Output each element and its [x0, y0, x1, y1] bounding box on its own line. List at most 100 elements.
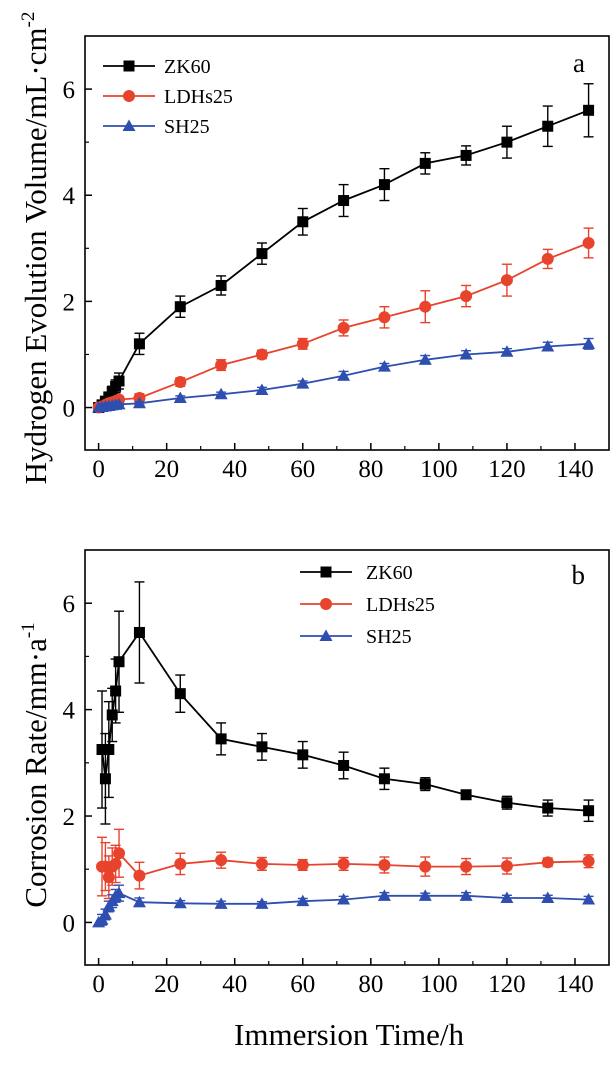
- panel-b-x-tick-label: 140: [556, 971, 594, 998]
- panel-a-LDHs25-point: [582, 237, 595, 249]
- panel-b-SH25-point: [377, 889, 391, 901]
- panel-a-SH25-point: [214, 387, 228, 400]
- panel-a-SH25-point: [255, 383, 269, 396]
- panel-a-SH25-point: [500, 345, 514, 357]
- panel-a-y-axis-label-superscript: -2: [18, 12, 39, 28]
- panel-a-SH25-point: [112, 397, 126, 410]
- panel-b-ZK60-point: [542, 802, 554, 814]
- panel-a-y-tick-label: 2: [63, 289, 76, 316]
- panel-b-ZK60-point: [583, 805, 595, 817]
- panel-b-legend-entry-LDHs25: LDHs25: [300, 594, 435, 616]
- panel-a-ZK60-point: [460, 149, 472, 161]
- panel-b-x-tick-label: 40: [222, 971, 247, 998]
- panel-b-ZK60-point: [297, 749, 309, 761]
- panel-a-y-tick-label: 0: [63, 396, 76, 423]
- panel-b-LDHs25-point: [102, 871, 115, 884]
- panel-b-LDHs25-point: [113, 847, 126, 860]
- panel-b-ZK60-point: [378, 773, 390, 785]
- panel-a-legend-marker-SH25: [122, 119, 136, 131]
- panel-b-ZK60-point: [96, 744, 108, 756]
- panel-b-x-tick-label: 60: [290, 971, 315, 998]
- panel-a-ZK60-point: [419, 157, 431, 169]
- panel-a-LDHs25-point: [419, 300, 432, 313]
- panel-a-legend-marker-LDHs25: [123, 90, 135, 102]
- panel-a-x-tick-label: 100: [420, 456, 458, 483]
- panel-b-LDHs25-point: [109, 857, 122, 870]
- panel-a-LDHs25-point: [460, 290, 473, 303]
- panel-a-y-axis-label: Hydrogen Evolution Volume/mL·cm-2: [18, 12, 53, 485]
- panel-b-LDHs25-point: [174, 857, 187, 870]
- panel-b-series-ZK60: [96, 581, 595, 825]
- panel-b-SH25-point: [541, 891, 555, 903]
- panel-a-legend-entry-ZK60: ZK60: [103, 56, 211, 78]
- panel-b-legend-marker-LDHs25: [320, 598, 332, 610]
- panel-b-SH25-point: [418, 889, 432, 901]
- panel-a-LDHs25-point: [174, 376, 187, 389]
- panel-b-SH25-point: [98, 907, 112, 920]
- panel-b-LDHs25-point: [215, 854, 228, 867]
- panel-b-ZK60-point: [419, 778, 431, 790]
- panel-b-y-tick-label: 4: [63, 698, 76, 725]
- panel-b-LDHs25-point: [419, 860, 432, 873]
- panel-a-x-tick-label: 40: [222, 456, 247, 483]
- panel-b-ZK60-point: [174, 688, 186, 700]
- panel-a-legend-label-SH25: SH25: [164, 116, 210, 138]
- panel-b-ZK60-line: [101, 630, 589, 812]
- panel-b-SH25-point: [296, 894, 310, 907]
- panel-b-ZK60-point: [99, 773, 111, 785]
- panel-a-SH25-point: [582, 337, 596, 349]
- panel-b-x-tick-label: 0: [92, 971, 105, 998]
- panel-b-y-tick-label: 2: [63, 804, 76, 831]
- panel-a-x-tick-label: 20: [154, 456, 179, 483]
- panel-a-SH25-point: [132, 396, 146, 409]
- panel-b-series-SH25: [92, 884, 596, 928]
- panel-b-SH25-point: [173, 896, 187, 909]
- x-axis-label: Immersion Time/h: [234, 1017, 464, 1052]
- panel-a-legend-label-ZK60: ZK60: [164, 56, 211, 78]
- panel-b-LDHs25-point: [541, 856, 554, 869]
- panel-a-SH25-point: [337, 369, 351, 381]
- panel-b-SH25-point: [112, 886, 126, 899]
- panel-a-ZK60-point: [133, 338, 145, 350]
- panel-b-series-LDHs25: [96, 828, 595, 900]
- panel-b-y-axis-label-superscript: -1: [18, 622, 39, 638]
- panel-a-legend-entry-LDHs25: LDHs25: [103, 86, 233, 108]
- panel-b-ZK60-point: [110, 685, 122, 697]
- panel-a-ZK60-point: [256, 248, 268, 260]
- panel-a-y-tick-label: 6: [63, 77, 76, 104]
- panel-b-ZK60-point: [106, 709, 118, 721]
- panel-a-ZK60-point: [215, 279, 227, 291]
- panel-a-ZK60-point: [297, 216, 309, 228]
- panel-a-LDHs25-point: [541, 252, 554, 265]
- panel-a-SH25-point: [459, 347, 473, 360]
- panel-a-ZK60-point: [113, 375, 125, 387]
- panel-a-LDHs25-point: [337, 321, 350, 334]
- panel-b-letter: b: [572, 560, 586, 590]
- panel-a-ZK60-point: [378, 179, 390, 191]
- panel-a-LDHs25-point: [500, 274, 513, 287]
- panel-b-legend-label-ZK60: ZK60: [366, 562, 413, 584]
- panel-b-LDHs25-point: [378, 858, 391, 871]
- panel-a-legend-marker-ZK60: [123, 60, 135, 72]
- panel-a-ZK60-point: [583, 104, 595, 116]
- panel-b-SH25-point: [132, 895, 146, 908]
- panel-a-ZK60-point: [174, 301, 186, 313]
- panel-a-x-tick-label: 80: [358, 456, 383, 483]
- panel-b-ZK60-point: [338, 759, 350, 771]
- panel-b-legend-marker-SH25: [319, 629, 333, 641]
- panel-b-LDHs25-point: [337, 857, 350, 870]
- panel-b-ZK60-point: [501, 797, 513, 809]
- panel-a-y-axis-label-main: Hydrogen Evolution Volume/mL·cm: [18, 27, 53, 484]
- panel-a-LDHs25-point: [296, 337, 309, 350]
- panel-b-LDHs25-point: [582, 855, 595, 868]
- panel-b-LDHs25-point: [296, 858, 309, 871]
- panel-b-SH25-point: [214, 897, 228, 909]
- panel-b-y-tick-label: 6: [63, 591, 76, 618]
- panel-a-SH25-point: [541, 340, 555, 352]
- panel-b-ZK60-point: [133, 626, 145, 638]
- panel-a-LDHs25-point: [255, 348, 268, 361]
- panel-b-ZK60-point: [113, 656, 125, 668]
- panel-b-LDHs25-point: [255, 857, 268, 870]
- panel-b-x-tick-label: 20: [154, 971, 179, 998]
- panel-a-LDHs25-point: [378, 311, 391, 324]
